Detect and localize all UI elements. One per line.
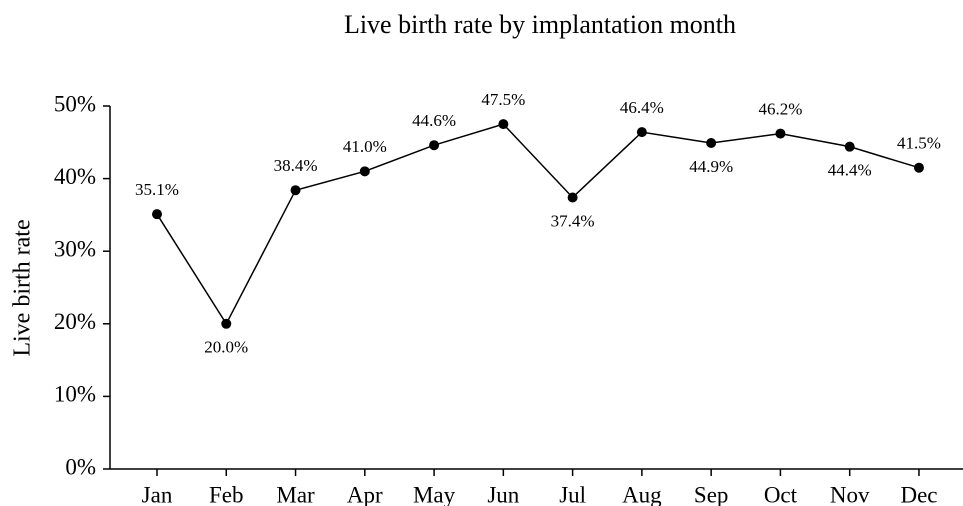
x-tick-label: Sep (694, 482, 729, 506)
x-tick-label: Apr (347, 482, 383, 506)
x-tick-label: Jun (487, 482, 519, 506)
x-tick-label: May (413, 482, 456, 506)
x-tick-label: Feb (209, 482, 244, 506)
y-tick-label: 50% (54, 91, 96, 116)
data-point (706, 138, 717, 149)
data-point (844, 141, 855, 152)
data-label: 37.4% (551, 211, 595, 230)
data-point (359, 166, 370, 177)
data-label: 41.5% (897, 134, 941, 153)
chart-title: Live birth rate by implantation month (344, 10, 736, 39)
data-label: 44.9% (689, 157, 733, 176)
x-tick-label: Mar (276, 482, 315, 506)
data-point (567, 192, 578, 203)
x-tick-label: Jan (142, 482, 173, 506)
data-point (221, 318, 232, 329)
data-point (290, 185, 301, 196)
data-label: 20.0% (204, 338, 248, 357)
x-tick-label: Dec (900, 482, 937, 506)
data-point (636, 127, 647, 138)
data-point (429, 140, 440, 151)
data-label: 46.4% (620, 98, 664, 117)
data-point (775, 128, 786, 139)
y-tick-label: 40% (54, 164, 96, 189)
x-tick-label: Aug (622, 482, 662, 506)
y-tick-label: 30% (54, 236, 96, 261)
x-tick-label: Jul (559, 482, 586, 506)
data-line (156, 123, 920, 326)
x-tick-label: Oct (764, 482, 798, 506)
data-label: 46.2% (758, 99, 802, 118)
data-label: 44.6% (412, 111, 456, 130)
y-tick-label: 10% (54, 382, 96, 407)
x-tick-label: Nov (830, 482, 870, 506)
y-tick-label: 20% (54, 309, 96, 334)
data-label: 44.4% (828, 161, 872, 180)
data-label: 35.1% (135, 180, 179, 199)
data-label: 41.0% (343, 137, 387, 156)
data-point (498, 119, 509, 130)
data-label: 38.4% (274, 156, 318, 175)
data-label: 47.5% (481, 90, 525, 109)
y-tick-label: 0% (65, 454, 96, 479)
data-point (913, 162, 924, 173)
y-axis-label: Live birth rate (10, 219, 36, 356)
data-point (152, 209, 162, 220)
